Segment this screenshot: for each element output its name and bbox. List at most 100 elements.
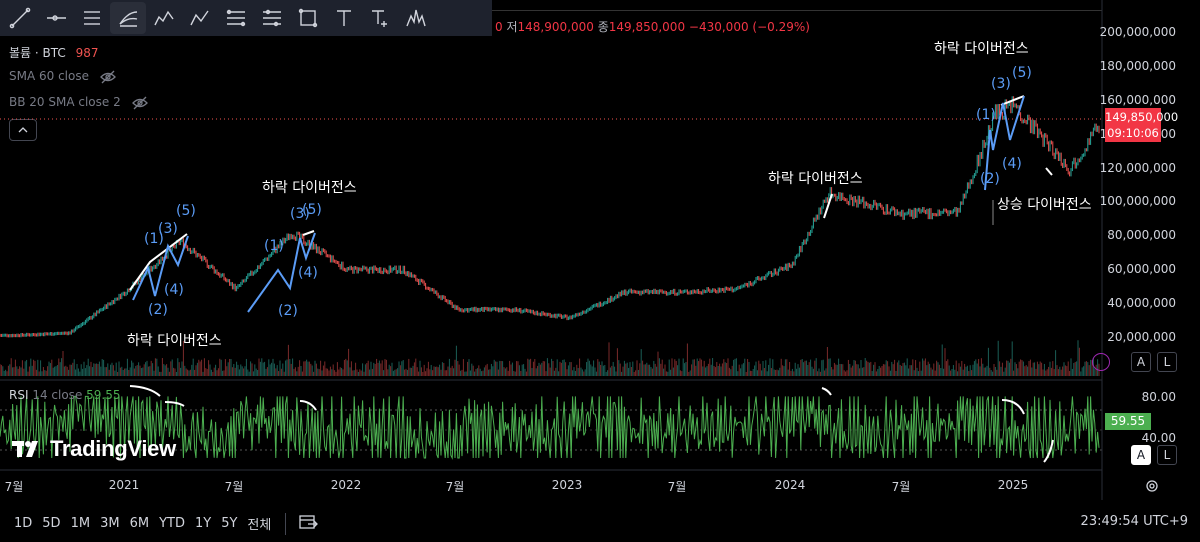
- wave-label[interactable]: (3): [991, 76, 1011, 92]
- wave-label[interactable]: (5): [176, 203, 196, 219]
- eye-hidden-icon[interactable]: [99, 70, 117, 84]
- parallel-channel-icon: [84, 11, 100, 25]
- elliott-wave-line: [984, 95, 1025, 191]
- pattern-tool[interactable]: [398, 2, 434, 34]
- tradingview-logo[interactable]: TradingView: [12, 436, 176, 462]
- volume-legend[interactable]: 볼륨 · BTC 987: [9, 44, 99, 61]
- fib-retracement-tool[interactable]: [218, 2, 254, 34]
- settings-icon[interactable]: [1144, 478, 1160, 494]
- go-to-date-icon[interactable]: [298, 513, 319, 535]
- bar-countdown: 09:10:06: [1107, 126, 1159, 140]
- timeframe-6M[interactable]: 6M: [129, 516, 150, 531]
- time-tick: 2025: [997, 478, 1029, 492]
- elliott-wave-tool[interactable]: [146, 2, 182, 34]
- rsi-divergence-line: [1001, 399, 1025, 415]
- drawing-toolbar: [0, 0, 492, 36]
- timeframe-1Y[interactable]: 1Y: [194, 516, 212, 531]
- abcd-pattern-icon: [190, 10, 209, 26]
- time-tick: 7월: [667, 480, 687, 494]
- divergence-line: [129, 233, 188, 291]
- price-tick: 20,000,000: [1107, 330, 1176, 344]
- wave-label[interactable]: (4): [164, 282, 184, 298]
- price-tick: 100,000,000: [1099, 194, 1176, 209]
- wave-label[interactable]: (2): [278, 303, 298, 319]
- wave-label[interactable]: (2): [980, 171, 1000, 187]
- timeframe-1D[interactable]: 1D: [14, 516, 33, 531]
- timeframe-5Y[interactable]: 5Y: [221, 516, 238, 531]
- rsi-legend[interactable]: RSI 14 close 59.55: [9, 388, 121, 402]
- horizontal-ray-tool[interactable]: [38, 2, 74, 34]
- timeframe-1M[interactable]: 1M: [70, 516, 91, 531]
- time-tick: 2022: [330, 478, 362, 492]
- top-divider: [492, 10, 1102, 11]
- collapse-legend-button[interactable]: [9, 119, 37, 141]
- abcd-pattern-tool[interactable]: [182, 2, 218, 34]
- rsi-value-tag: 59.55: [1105, 413, 1151, 430]
- wave-label[interactable]: (5): [302, 202, 322, 218]
- pattern-icon: [406, 9, 426, 27]
- annotation-bearish-divergence[interactable]: 하락 다이버전스: [934, 41, 1029, 57]
- rsi-divergence-line: [1043, 439, 1054, 463]
- annotation-bearish-divergence[interactable]: 하락 다이버전스: [262, 180, 357, 196]
- parallel-channel-tool[interactable]: [74, 2, 110, 34]
- bb-legend[interactable]: BB 20 SMA close 2: [9, 95, 149, 110]
- horizontal-ray-icon: [47, 15, 66, 21]
- wave-label[interactable]: (5): [1012, 65, 1032, 81]
- gann-tool[interactable]: [254, 2, 290, 34]
- eye-hidden-icon[interactable]: [131, 96, 149, 110]
- rsi-value: 59.55: [86, 388, 121, 402]
- divergence-line: [823, 193, 833, 219]
- time-tick: 2021: [108, 478, 140, 492]
- current-price-tag: 149,850,000 09:10:06: [1105, 108, 1178, 142]
- divergence-line: [1045, 167, 1053, 176]
- wave-label[interactable]: (3): [158, 221, 178, 237]
- annotation-bearish-divergence[interactable]: 하락 다이버전스: [127, 333, 222, 349]
- anchored-text-tool[interactable]: [362, 2, 398, 34]
- sma-legend[interactable]: SMA 60 close: [9, 69, 117, 84]
- clock: 23:49:54 UTC+9: [1080, 514, 1188, 529]
- elliott-wave-lines: [132, 95, 1025, 313]
- annotation-bullish-divergence[interactable]: 상승 다이버전스: [997, 197, 1092, 213]
- wave-label[interactable]: (1): [144, 231, 164, 247]
- rsi-label: RSI: [9, 388, 29, 402]
- time-tick: 7월: [224, 480, 244, 494]
- log-scale-button[interactable]: L: [1157, 352, 1177, 372]
- wave-label[interactable]: (2): [148, 302, 168, 318]
- text-tool[interactable]: [326, 2, 362, 34]
- rsi-params: 14 close: [32, 388, 83, 402]
- wave-label[interactable]: (3): [290, 206, 310, 222]
- ohlc-close: 149,850,000: [608, 20, 686, 34]
- rsi-log-scale-button[interactable]: L: [1157, 445, 1177, 465]
- wave-label[interactable]: (4): [298, 265, 318, 281]
- price-tick: 80,000,000: [1107, 228, 1176, 243]
- wave-label[interactable]: (4): [1002, 156, 1022, 172]
- timeframe-전체[interactable]: 전체: [247, 518, 272, 533]
- rsi-tick: 80.00: [1141, 390, 1176, 404]
- trend-line-tool[interactable]: [2, 2, 38, 34]
- alert-icon[interactable]: [1092, 353, 1110, 371]
- auto-scale-button[interactable]: A: [1131, 352, 1151, 372]
- price-tick: 200,000,000: [1099, 25, 1176, 39]
- price-tick: 160,000,000: [1099, 92, 1176, 107]
- pitchfork-tool[interactable]: [110, 2, 146, 34]
- wave-label[interactable]: (1): [264, 238, 284, 254]
- annotation-bearish-divergence[interactable]: 하락 다이버전스: [768, 171, 863, 187]
- rsi-tick: 40.00: [1141, 431, 1176, 445]
- volume-label: 볼륨 · BTC: [9, 46, 66, 60]
- rsi-auto-scale-button[interactable]: A: [1131, 445, 1151, 465]
- rectangle-tool[interactable]: [290, 2, 326, 34]
- wave-label[interactable]: (1): [976, 107, 996, 123]
- ohlc-readout: 0 저148,900,000 종149,850,000 −430,000 (−0…: [495, 18, 810, 35]
- fib-retracement-icon: [226, 9, 246, 27]
- timeframe-3M[interactable]: 3M: [100, 516, 120, 531]
- chevron-up-icon: [18, 127, 28, 133]
- anchored-text-icon: [372, 10, 387, 27]
- ohlc-change: −430,000 (−0.29%): [688, 20, 810, 34]
- timeframe-YTD[interactable]: YTD: [159, 516, 185, 531]
- timeframe-5D[interactable]: 5D: [42, 516, 61, 531]
- bb-label: BB 20 SMA close 2: [9, 95, 121, 109]
- trend-line-icon: [9, 7, 31, 29]
- elliott-wave-line: [247, 232, 316, 313]
- logo-text: TradingView: [50, 436, 176, 461]
